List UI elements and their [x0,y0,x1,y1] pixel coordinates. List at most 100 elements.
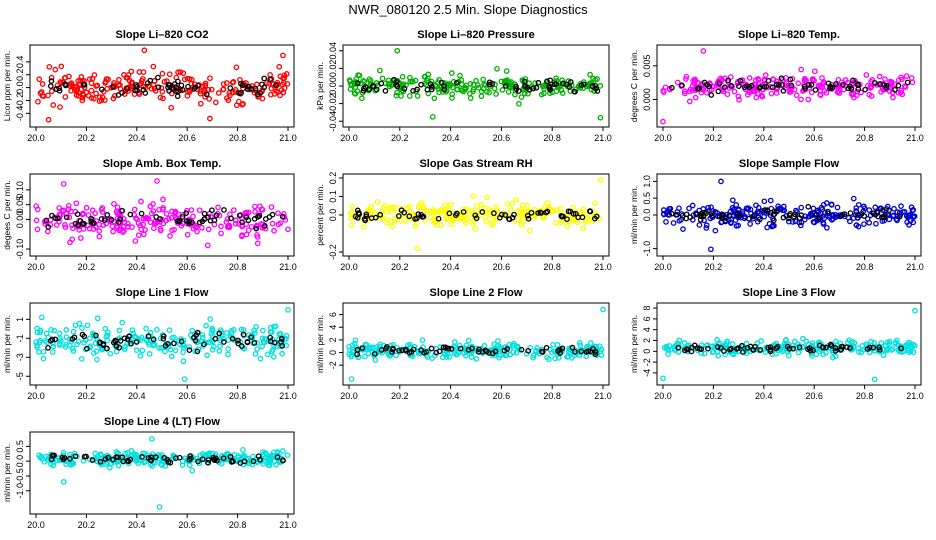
data-point [886,340,893,347]
x-tick-label: 20.0 [340,391,358,401]
reference-point [896,213,903,220]
y-tick-label: -0.2 [328,244,338,260]
reference-point [235,340,242,347]
reference-point [360,87,367,94]
data-point [526,227,533,234]
outlier-point [429,113,436,120]
chart-panel-7: Slope Line 1 Flow ml/min per min. 20.0 20.2… [2,287,297,401]
data-point [587,340,594,346]
reference-point [253,225,260,232]
reference-point [770,217,777,224]
reference-point [262,216,269,222]
reference-point [441,86,448,93]
data-point [701,350,708,357]
data-point [122,450,129,457]
reference-point [790,345,797,352]
data-point [391,218,398,224]
reference-point [776,82,782,88]
data-point [516,100,522,107]
data-point [124,455,131,462]
reference-point [735,83,742,89]
data-point [90,350,97,356]
data-point [88,80,95,87]
data-point [431,95,438,102]
reference-point [243,214,250,221]
reference-points [354,76,601,95]
reference-point [698,346,705,352]
reference-point [524,84,531,91]
data-point [150,201,156,207]
y-tick-label: -1.0 [15,483,25,499]
data-point [506,341,513,348]
y-axis-label: Licor ppm per min. [2,51,12,121]
data-point [406,203,413,210]
reference-point [175,78,181,85]
reference-point [739,342,745,349]
reference-point [421,349,427,356]
chart-panel-6: Slope Sample Flow ml/min per min. 20.0 20.2… [629,158,924,272]
data-point [855,201,862,208]
x-tick-label: 21.0 [279,391,297,401]
reference-point [592,215,598,222]
data-point [209,346,216,353]
data-point [197,90,204,97]
data-point [60,449,67,456]
x-tick-label: 20.0 [654,133,672,143]
data-point [171,226,177,233]
data-point [268,85,275,92]
data-point [117,213,123,220]
reference-point [271,339,278,346]
data-points [36,436,291,510]
data-point [131,206,138,213]
data-point [73,88,80,95]
reference-point [709,213,715,219]
data-point [161,348,168,355]
data-point [383,209,390,216]
data-point [271,227,277,234]
data-point [42,337,49,344]
outlier-point [597,114,604,121]
data-point [366,76,373,83]
reference-point [104,212,111,218]
reference-point [124,336,131,343]
reference-point [63,214,70,221]
reference-point [401,209,408,216]
data-point [215,204,221,211]
reference-point [428,84,435,90]
data-point [203,322,209,329]
reference-point [178,82,185,89]
data-point [798,96,804,103]
reference-point [100,342,107,349]
reference-point [201,341,207,348]
data-point [735,93,742,100]
data-point [79,325,85,331]
x-tick-label: 21.0 [279,262,297,272]
data-point [184,231,191,238]
data-point [834,89,841,95]
data-point [253,222,260,229]
data-point [281,85,288,91]
data-point [828,201,835,208]
reference-point [399,347,405,354]
data-point [181,342,187,349]
data-point [908,204,915,211]
plot-frame [29,44,295,128]
reference-point [489,80,496,87]
y-tick-label: -2 [642,358,652,366]
data-point [411,343,418,350]
x-tick-label: 20.8 [543,391,561,401]
x-tick-label: 20.8 [543,133,561,143]
data-point [680,226,686,232]
reference-point [585,348,592,355]
data-point [85,212,92,218]
data-point [166,71,173,78]
data-point [137,353,144,359]
reference-point [807,347,814,354]
reference-point [145,333,152,340]
data-point [768,90,775,97]
reference-point [104,345,110,352]
data-point [92,450,99,457]
x-tick-label: 20.6 [493,133,511,143]
chart-title: Slope Amb. Box Temp. [103,158,222,170]
reference-point [88,215,94,222]
